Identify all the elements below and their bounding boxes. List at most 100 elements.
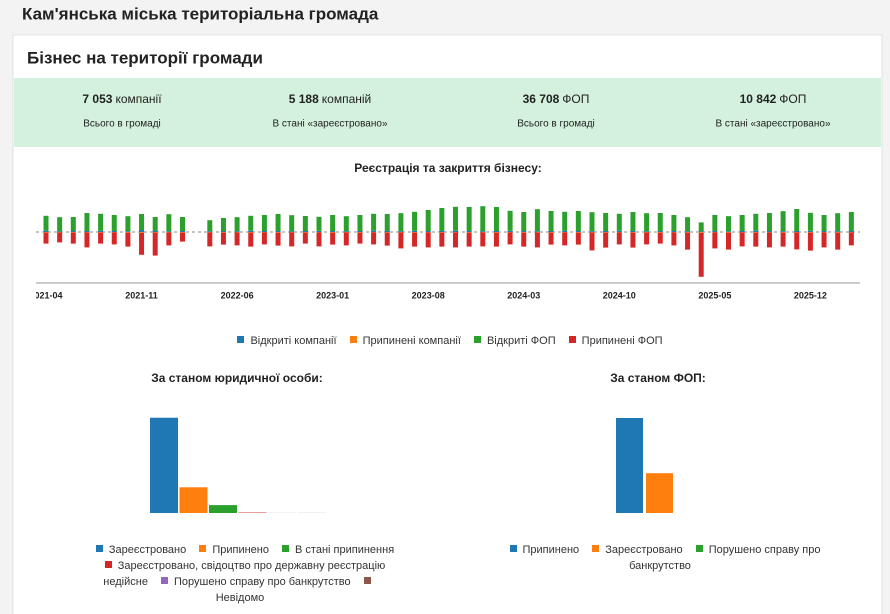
legend-swatch[interactable] (592, 545, 600, 552)
legend-label[interactable]: Припинені компанії (362, 335, 461, 347)
bar (343, 231, 349, 232)
stat-value: 36 708 (523, 92, 560, 106)
legend-swatch[interactable] (349, 336, 357, 343)
bar (261, 231, 267, 232)
bar (453, 206, 458, 231)
bar (575, 232, 581, 245)
bar (316, 232, 322, 247)
stats-band (14, 78, 881, 147)
legend-label[interactable]: Зареєстровано (108, 544, 187, 556)
bar (698, 232, 704, 233)
bar (139, 232, 145, 233)
legend-label[interactable]: В стані припинення (295, 544, 395, 556)
legend-swatch[interactable] (199, 545, 207, 552)
legend-swatch[interactable] (161, 577, 168, 584)
bar (439, 232, 445, 233)
legend-swatch[interactable] (95, 545, 103, 552)
bar (43, 232, 49, 244)
bar (657, 213, 663, 231)
bar (657, 232, 663, 244)
legend-label[interactable]: Припинено (522, 544, 580, 556)
bar (57, 231, 63, 232)
bar (180, 217, 185, 231)
x-tick-label: 2024-03 (507, 290, 540, 300)
chart-title: За станом юридичної особи: (151, 371, 323, 385)
bar (780, 211, 786, 232)
bar (275, 232, 281, 246)
bar (139, 232, 145, 255)
bar (753, 232, 759, 233)
bar (644, 231, 650, 232)
bar (589, 212, 595, 232)
bar (657, 232, 663, 233)
bar (330, 232, 336, 233)
legend-label[interactable]: Припинені ФОП (581, 335, 663, 347)
legend-label[interactable]: Припинено (212, 544, 269, 556)
legend-swatch[interactable] (509, 545, 517, 552)
bar (398, 231, 404, 232)
bar (152, 232, 158, 256)
legend-label[interactable]: Невідомо (215, 592, 265, 604)
legend-label[interactable]: Зареєстровано, свідоцтво про державну ре… (103, 560, 386, 588)
legend-swatch[interactable] (363, 577, 371, 584)
bar (275, 214, 281, 231)
bar (234, 217, 240, 232)
bar (466, 207, 472, 231)
legend-label[interactable]: Відкриті ФОП (486, 335, 556, 347)
bar (493, 232, 499, 247)
bar (534, 209, 540, 232)
bar (480, 231, 486, 232)
bar (521, 231, 527, 232)
bar (521, 212, 527, 231)
bar (302, 216, 308, 231)
bar (712, 231, 718, 232)
bar (493, 231, 499, 232)
x-tick-label: 2021-11 (125, 290, 158, 300)
legend-label[interactable]: Відкриті компанії (250, 335, 337, 347)
bar (248, 232, 254, 247)
bar (166, 232, 172, 246)
legend-label[interactable]: Порушено справу про банкрутство (629, 544, 821, 572)
stat-line: 7 053 компанії (82, 92, 162, 106)
bar (275, 231, 281, 232)
legend-swatch[interactable] (237, 336, 245, 343)
legend-swatch[interactable] (282, 545, 290, 552)
bar (644, 213, 650, 232)
legend-label[interactable]: Порушено справу про банкрутство (174, 576, 351, 588)
bar (794, 231, 800, 232)
bar (125, 231, 131, 232)
bar (630, 232, 636, 233)
bar (630, 212, 636, 231)
legend-swatch[interactable] (104, 561, 112, 568)
bar (439, 208, 445, 231)
bar (766, 231, 772, 232)
bar (57, 232, 63, 243)
bar (125, 232, 131, 233)
bar (166, 214, 172, 232)
bar (646, 473, 673, 513)
legend-label[interactable]: Зареєстровано (605, 544, 683, 556)
bar (111, 231, 117, 232)
stat-line: 10 842 ФОП (740, 92, 807, 106)
bar (603, 232, 609, 248)
bar (739, 215, 745, 231)
bar (562, 211, 568, 231)
plot: 2021-04 2021-11 2022-06 2023-01 2023-08 2024-… (36, 206, 854, 300)
bar (234, 231, 240, 232)
bar (616, 230, 622, 232)
bar (466, 232, 472, 247)
bar (152, 232, 158, 233)
stat-value: 10 842 (740, 92, 777, 106)
bar (70, 231, 76, 232)
bar (302, 231, 308, 232)
bar (330, 231, 336, 232)
x-tick-label: 2023-08 (412, 290, 445, 300)
legend-swatch[interactable] (695, 545, 703, 552)
legend-swatch[interactable] (568, 336, 576, 343)
bar (548, 232, 554, 245)
bar (412, 232, 418, 247)
bar (316, 230, 322, 232)
legend-swatch[interactable] (473, 336, 481, 343)
bar (794, 232, 800, 250)
bar (507, 232, 513, 245)
